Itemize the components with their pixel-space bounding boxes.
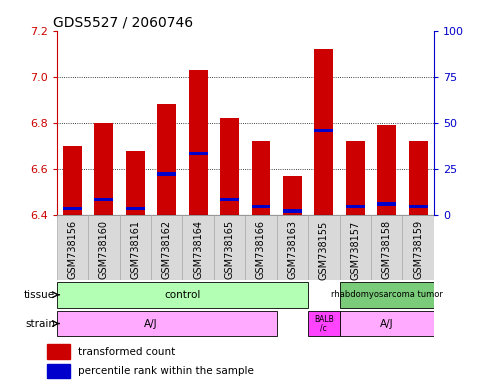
Bar: [63, 207, 82, 210]
Bar: [315, 49, 333, 215]
Text: GSM738166: GSM738166: [256, 220, 266, 279]
Bar: [126, 151, 145, 215]
Bar: [220, 198, 239, 201]
Bar: [283, 176, 302, 215]
Text: strain: strain: [25, 318, 55, 329]
Text: A/J: A/J: [380, 318, 393, 329]
Text: GSM738163: GSM738163: [287, 220, 297, 279]
Bar: [47, 364, 70, 378]
FancyBboxPatch shape: [308, 215, 340, 280]
Bar: [189, 70, 208, 215]
Text: GSM738155: GSM738155: [319, 220, 329, 280]
FancyBboxPatch shape: [119, 215, 151, 280]
FancyBboxPatch shape: [214, 215, 245, 280]
Bar: [377, 125, 396, 215]
Bar: [251, 141, 270, 215]
Text: BALB
/c: BALB /c: [314, 314, 334, 333]
Bar: [251, 205, 270, 208]
Bar: [346, 141, 365, 215]
FancyBboxPatch shape: [308, 311, 340, 336]
Bar: [94, 123, 113, 215]
Text: GSM738164: GSM738164: [193, 220, 203, 279]
Bar: [126, 207, 145, 210]
FancyBboxPatch shape: [340, 215, 371, 280]
Bar: [283, 209, 302, 213]
Text: transformed count: transformed count: [78, 347, 175, 357]
Text: GSM738157: GSM738157: [350, 220, 360, 280]
Bar: [346, 205, 365, 208]
Text: GSM738161: GSM738161: [130, 220, 141, 279]
FancyBboxPatch shape: [57, 282, 308, 308]
Bar: [315, 129, 333, 132]
Bar: [377, 202, 396, 206]
Text: GSM738160: GSM738160: [99, 220, 109, 279]
FancyBboxPatch shape: [371, 215, 402, 280]
FancyBboxPatch shape: [340, 282, 434, 308]
Bar: [220, 118, 239, 215]
Text: A/J: A/J: [144, 318, 158, 329]
FancyBboxPatch shape: [277, 215, 308, 280]
Bar: [157, 104, 176, 215]
Bar: [94, 198, 113, 201]
Bar: [157, 172, 176, 176]
FancyBboxPatch shape: [245, 215, 277, 280]
FancyBboxPatch shape: [340, 311, 434, 336]
FancyBboxPatch shape: [57, 311, 277, 336]
Text: GSM738165: GSM738165: [224, 220, 235, 280]
Text: tissue: tissue: [24, 290, 55, 300]
Text: GDS5527 / 2060746: GDS5527 / 2060746: [53, 16, 193, 30]
Text: GSM738159: GSM738159: [413, 220, 423, 280]
Bar: [189, 152, 208, 155]
Text: GSM738158: GSM738158: [382, 220, 392, 280]
Bar: [47, 344, 70, 359]
Text: percentile rank within the sample: percentile rank within the sample: [78, 366, 254, 376]
FancyBboxPatch shape: [402, 215, 434, 280]
FancyBboxPatch shape: [88, 215, 119, 280]
Text: GSM738162: GSM738162: [162, 220, 172, 280]
Text: control: control: [164, 290, 201, 300]
Bar: [409, 205, 427, 208]
FancyBboxPatch shape: [151, 215, 182, 280]
Text: rhabdomyosarcoma tumor: rhabdomyosarcoma tumor: [331, 290, 443, 299]
Text: GSM738156: GSM738156: [68, 220, 77, 280]
FancyBboxPatch shape: [57, 215, 88, 280]
Bar: [63, 146, 82, 215]
Bar: [409, 141, 427, 215]
FancyBboxPatch shape: [182, 215, 214, 280]
